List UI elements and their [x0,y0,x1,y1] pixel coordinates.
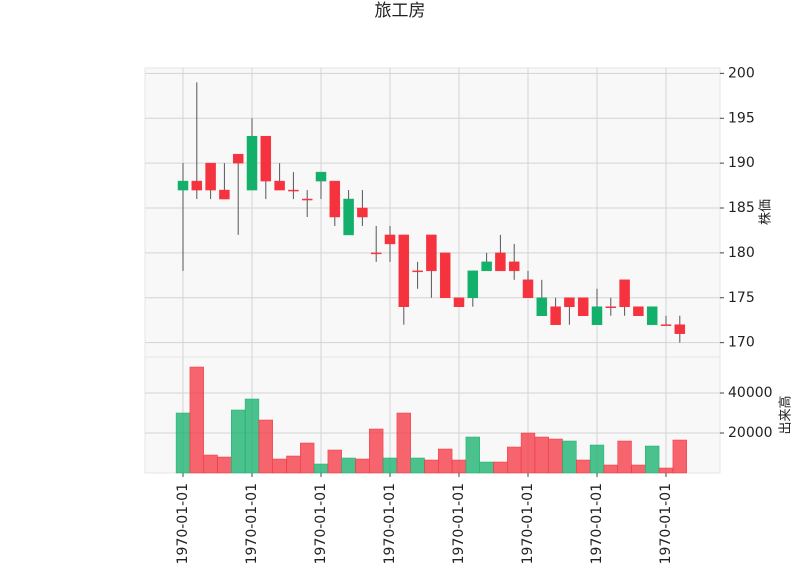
volume-bar [258,419,273,474]
candle-body [550,306,561,325]
volume-bar [479,461,494,474]
candle-body [370,252,382,255]
candle-body [674,324,686,334]
volume-bar [272,458,287,474]
candle-body [522,279,534,299]
volume-bar [645,445,660,474]
candle-body [481,261,492,272]
volume-bar [658,467,674,474]
volume-bar [493,461,508,474]
y-tick-label: 185 [728,200,755,216]
candle-body [384,234,396,245]
candle-body [591,306,603,325]
candle-body [508,261,520,272]
volume-bar [244,398,260,474]
volume-bar [327,449,342,474]
candle-body [495,252,506,272]
candle-body [219,189,230,200]
candle-body [426,234,437,272]
candle-body [246,135,258,191]
candle-body [177,180,189,191]
volume-bar [396,412,411,474]
candle-body [232,153,244,164]
volume-bar [382,457,398,474]
chart-title: 旅工房 [375,1,426,21]
y-tick-label: 175 [728,290,755,306]
volume-bar [313,463,329,474]
volume-bar [203,454,218,474]
x-tick-label: 1970-01-01 [658,483,674,564]
candle-body [260,135,272,182]
candle-body [274,180,285,191]
volume-bar [465,436,480,474]
candle-body [398,234,410,307]
candle-body [660,324,672,326]
candle-body [343,198,354,236]
volume-bar [603,464,618,474]
volume-bar [217,456,232,474]
y-tick-label: 180 [728,245,755,261]
candle-body [439,252,451,299]
volume-axis-label: 出来高 [778,395,794,434]
candle-body [288,189,299,192]
volume-bar [175,412,191,474]
candle-body [357,207,368,218]
volume-bar [410,457,425,474]
y-axis-label: 株価 [759,199,774,225]
x-tick-label: 1970-01-01 [244,483,260,564]
volume-bar [424,459,439,474]
x-tick-label: 1970-01-01 [175,483,191,564]
candle-body [577,297,589,316]
candle-body [633,306,644,316]
y-tick-label: 200 [728,65,755,81]
y-tick-label: 195 [728,110,755,126]
volume-bar [369,428,384,474]
y-tick-label: 190 [728,155,755,171]
candle-body [205,162,216,191]
volume-bar [507,446,522,474]
volume-bar [520,432,536,474]
volume-tick-label: 20000 [728,425,773,441]
candle-body [412,270,423,273]
candle-body [467,270,479,299]
volume-bar [355,458,370,474]
volume-bar [286,455,301,474]
volume-bar [300,442,315,474]
candle-body [191,180,203,191]
volume-bar [438,448,453,474]
candle-body [619,279,630,307]
x-tick-label: 1970-01-01 [520,483,536,564]
candle-body [329,180,341,218]
volume-bar [231,409,246,474]
volume-tick-label: 40000 [728,385,773,401]
candle-body [646,306,658,325]
y-tick-label: 170 [728,335,755,351]
volume-bar [672,439,687,474]
candle-body [564,297,575,307]
volume-bar [548,438,563,474]
volume-bar [341,457,356,474]
x-tick-label: 1970-01-01 [313,483,329,564]
candle-body [453,297,465,307]
volume-bar [617,440,632,474]
volume-bar [631,464,646,474]
candle-body [315,171,327,182]
candle-body [605,306,617,308]
candle-body [301,198,313,201]
x-tick-label: 1970-01-01 [589,483,605,564]
volume-bar [562,440,577,474]
candle-body [536,297,548,316]
volume-bar [589,444,605,474]
volume-bar [534,436,549,474]
volume-bar [189,366,204,474]
volume-bar [451,459,467,474]
volume-bar [576,459,591,474]
x-tick-label: 1970-01-01 [382,483,398,564]
x-tick-label: 1970-01-01 [451,483,467,564]
